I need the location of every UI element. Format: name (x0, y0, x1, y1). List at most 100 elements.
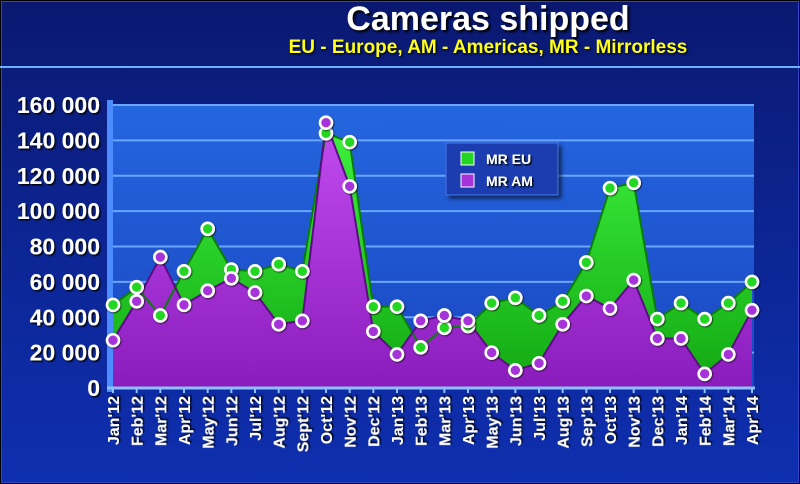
x-tick-label: Nov'13 (626, 396, 643, 448)
x-tick-label: Dec'12 (366, 396, 383, 447)
point-mr-eu (271, 256, 286, 272)
point-mr-eu (200, 221, 215, 237)
point-mr-am (508, 363, 523, 378)
x-tick-label: Sept'12 (295, 396, 312, 452)
point-mr-am (247, 285, 263, 300)
x-tick-label: Oct'13 (603, 396, 620, 444)
point-mr-eu (721, 295, 736, 311)
x-tick-label: Jan'14 (674, 396, 691, 445)
y-axis-wall (107, 100, 113, 392)
y-tick-label: 120 000 (17, 163, 100, 189)
x-tick-label: Sep'13 (579, 396, 596, 447)
point-mr-am (413, 313, 428, 329)
point-mr-am (389, 347, 405, 362)
y-tick-label: 40 000 (30, 304, 100, 330)
x-tick-label: May'12 (200, 396, 217, 449)
point-mr-eu (602, 180, 618, 196)
point-mr-eu (531, 308, 547, 323)
legend: MR EU MR AM (445, 142, 559, 196)
x-tick-label: Mar'13 (437, 396, 454, 446)
point-mr-eu (626, 175, 641, 191)
point-mr-eu (437, 320, 452, 336)
legend-label-mr-am: MR AM (486, 173, 533, 189)
point-mr-eu (484, 295, 499, 311)
point-mr-eu (413, 340, 428, 355)
point-mr-am (650, 331, 665, 346)
legend-swatch-mr-am (460, 173, 475, 188)
point-mr-am (555, 317, 570, 332)
x-tick-label: Jul'13 (532, 396, 549, 441)
point-mr-eu (153, 308, 168, 323)
chart-title: Cameras shipped (346, 0, 630, 38)
point-mr-am (224, 271, 239, 286)
x-tick-label: Feb'13 (413, 396, 430, 446)
point-mr-am (602, 301, 618, 316)
y-axis-tick-labels: 0 20 000 40 000 60 000 80 000 100 000 120 000 1… (17, 92, 100, 401)
x-tick-label: Feb'14 (697, 396, 714, 446)
point-mr-eu (697, 311, 712, 327)
point-mr-eu (744, 274, 760, 290)
y-tick-label: 140 000 (17, 127, 100, 153)
point-mr-am (484, 345, 499, 360)
point-mr-am (460, 313, 476, 329)
point-mr-eu (650, 311, 665, 327)
x-tick-label: Apr'12 (177, 396, 194, 445)
point-mr-am (295, 313, 310, 329)
point-mr-am (366, 324, 381, 339)
x-tick-label: Apr'14 (745, 396, 762, 445)
x-tick-label: Feb'12 (129, 396, 146, 446)
x-axis-tick-labels: Jan'12 Feb'12 Mar'12 Apr'12 May'12 Jun'12 Jul'… (106, 396, 762, 452)
x-tick-label: Aug'12 (271, 396, 288, 449)
point-mr-am (744, 302, 760, 318)
chart-subtitle: EU - Europe, AM - Americas, MR - Mirrorl… (288, 37, 688, 58)
point-mr-am (318, 115, 334, 130)
point-mr-am (673, 331, 689, 346)
legend-swatch-mr-eu (460, 151, 475, 166)
x-tick-label: Jun'13 (508, 396, 525, 446)
x-axis-tick-marks (112, 388, 753, 393)
x-tick-label: Jan'12 (106, 396, 123, 445)
x-tick-label: Mar'12 (153, 396, 170, 446)
point-mr-eu (366, 299, 381, 314)
point-mr-am (342, 179, 357, 194)
point-mr-eu (342, 134, 357, 150)
x-tick-label: Jun'12 (224, 396, 241, 446)
y-tick-label: 160 000 (17, 92, 100, 118)
x-tick-label: Apr'13 (461, 396, 478, 445)
series-markers (105, 115, 760, 382)
x-tick-label: Mar'14 (721, 396, 738, 446)
point-mr-eu (295, 263, 310, 279)
point-mr-am (153, 249, 168, 265)
point-mr-am (105, 332, 121, 348)
y-tick-label: 100 000 (17, 198, 100, 224)
title-divider (0, 66, 800, 68)
x-tick-label: Jan'13 (390, 396, 407, 445)
point-mr-eu (129, 279, 144, 295)
x-tick-label: May'13 (484, 396, 501, 449)
point-mr-eu (105, 297, 121, 313)
series-lines (112, 121, 753, 375)
point-mr-am (129, 294, 144, 309)
point-mr-am (626, 272, 641, 288)
y-tick-label: 20 000 (30, 340, 100, 366)
point-mr-eu (555, 294, 570, 309)
point-mr-eu (579, 255, 594, 270)
point-mr-eu (673, 295, 689, 311)
point-mr-eu (389, 299, 405, 314)
point-mr-am (176, 297, 192, 313)
x-tick-label: Dec'13 (650, 396, 667, 447)
y-tick-label: 80 000 (30, 234, 100, 260)
line-mr-am (112, 121, 753, 375)
y-tick-label: 0 (87, 375, 100, 401)
y-tick-label: 60 000 (30, 269, 100, 295)
line-mr-eu (112, 132, 753, 349)
point-mr-am (200, 283, 215, 299)
point-mr-eu (247, 263, 263, 279)
legend-label-mr-eu: MR EU (486, 151, 531, 167)
point-mr-am (531, 355, 547, 371)
point-mr-am (697, 366, 712, 382)
point-mr-am (271, 317, 286, 332)
x-tick-label: Oct'12 (319, 396, 336, 444)
